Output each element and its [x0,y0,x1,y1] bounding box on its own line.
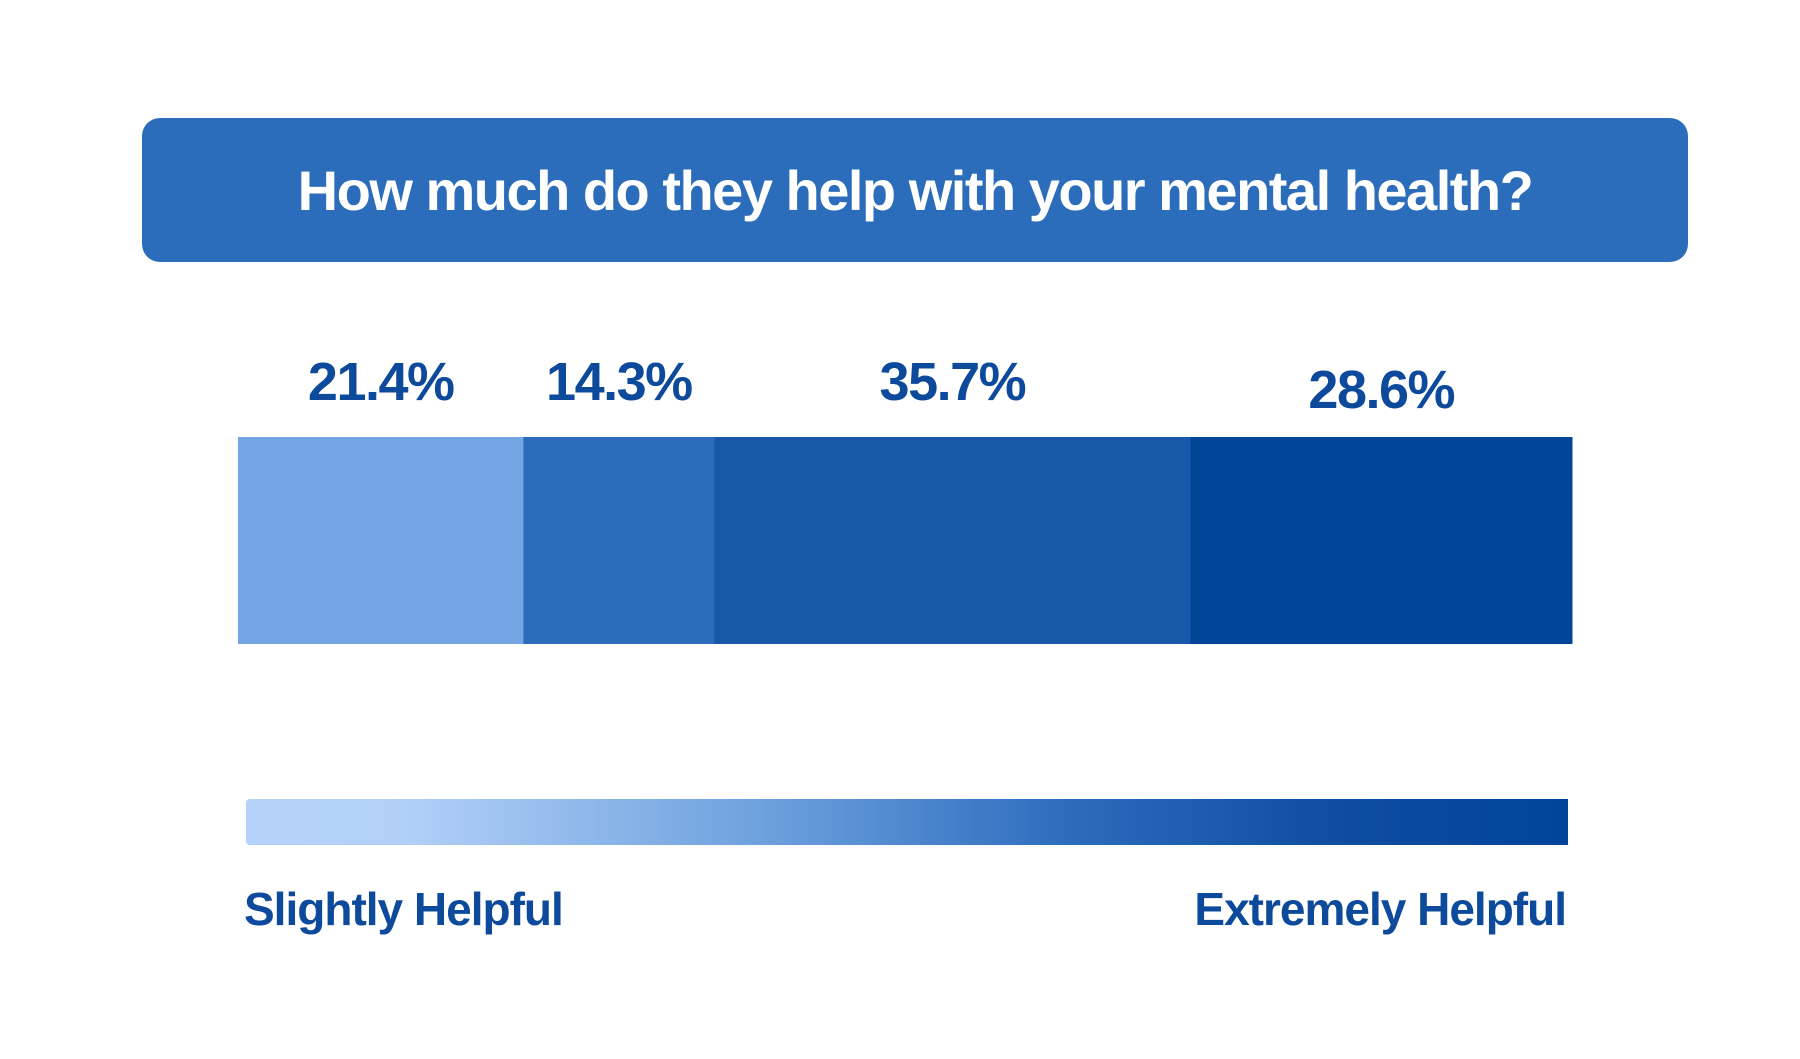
bar-segment-3 [714,437,1191,644]
segment-value-label-4: 28.6% [1308,360,1454,420]
bar-segment-4 [1190,437,1573,644]
segment-value-label-2: 14.3% [546,352,692,412]
bar-segment-2 [523,437,715,644]
bar-segment-1 [238,437,524,644]
scale-low-label: Slightly Helpful [244,883,564,935]
scale-high-label: Extremely Helpful [1194,883,1567,935]
helpfulness-gradient-scale [246,799,1568,845]
segment-value-label-3: 35.7% [880,352,1026,412]
segment-value-label-1: 21.4% [308,352,454,412]
chart-title: How much do they help with your mental h… [297,158,1534,222]
chart-title-banner: How much do they help with your mental h… [142,118,1688,262]
